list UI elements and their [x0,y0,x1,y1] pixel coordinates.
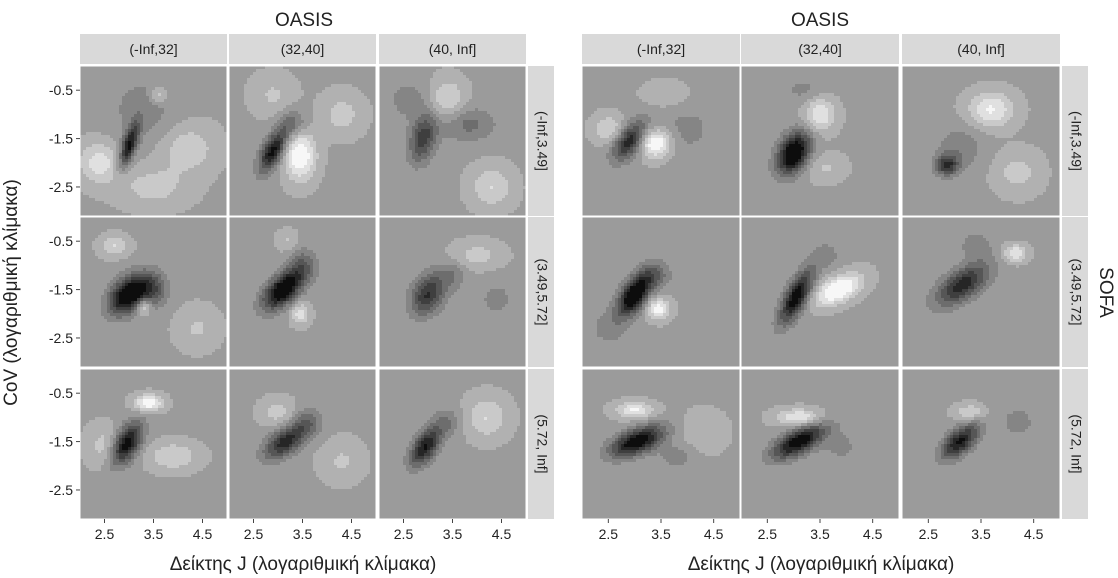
facet-panel-1-0-0 [581,65,741,217]
facet-panel-0-1-0 [79,216,228,368]
facet-panel-0-2-0 [79,368,228,520]
figure-title: OASIS [275,10,333,31]
x-tick-label: 3.5 [651,526,671,542]
facet-row-strip [528,369,554,519]
x-tick-label: 3.5 [443,526,463,542]
x-tick-label: 3.5 [144,526,164,542]
facet-row-label: (5.72, Inf] [534,414,550,473]
facet-col-label: (32,40] [798,41,842,57]
y-axis-label: CoV (λογαριθμική κλίμακα) [1,179,22,406]
x-tick-label: 2.5 [95,526,115,542]
facet-col-strip [379,34,526,64]
facet-col-strip [902,34,1060,64]
facet-col-strip [80,34,227,64]
facet-col-label: (40, Inf] [429,41,476,57]
facet-panel-1-1-2 [901,216,1061,368]
facet-col-label: (-Inf,32] [637,41,685,57]
y-tick-label: -1.5 [49,434,73,450]
x-tick-label: 4.5 [1024,526,1044,542]
x-tick-label: 3.5 [810,526,830,542]
x-tick-label: 4.5 [193,526,213,542]
facet-row-strip [528,217,554,367]
facet-row-label: (3.49,5.72] [534,259,550,326]
x-tick-label: 2.5 [244,526,264,542]
y-tick-label: -2.5 [49,482,73,498]
facet-panel-1-2-2 [901,368,1061,520]
facet-panel-0-0-0 [79,65,228,217]
facet-col-strip [229,34,376,64]
x-tick-label: 4.5 [492,526,512,542]
facet-col-label: (40, Inf] [957,41,1004,57]
facet-col-label: (32,40] [281,41,325,57]
x-tick-label: 4.5 [704,526,724,542]
facet-panel-1-1-0 [581,216,741,368]
x-tick-label: 3.5 [971,526,991,542]
row-variable-label: SOFA [1095,267,1116,318]
facet-col-strip [582,34,740,64]
facet-row-label: (5.72, Inf] [1068,414,1084,473]
figure-title: OASIS [791,10,849,31]
x-tick-label: 4.5 [342,526,362,542]
facet-row-strip [528,66,554,216]
facet-row-strip [1062,217,1088,367]
x-tick-label: 2.5 [919,526,939,542]
x-axis-label: Δείκτης J (λογαριθμική κλίμακα) [688,554,955,575]
facet-row-label: (-Inf,3.49] [1068,111,1084,171]
y-tick-label: -1.5 [49,282,73,298]
facet-panel-0-2-2 [378,368,527,520]
facet-col-label: (-Inf,32] [129,41,177,57]
facet-panel-1-0-1 [740,65,900,217]
y-tick-label: -1.5 [49,131,73,147]
y-tick-label: -0.5 [49,385,73,401]
y-tick-label: -0.5 [49,233,73,249]
x-tick-label: 2.5 [758,526,778,542]
facet-panel-1-0-2 [901,65,1061,217]
facet-panel-0-1-1 [228,216,377,368]
x-tick-label: 2.5 [394,526,414,542]
facet-row-label: (3.49,5.72] [1068,259,1084,326]
facet-panel-0-1-2 [378,216,527,368]
facet-row-strip [1062,369,1088,519]
facet-panel-0-2-1 [228,368,377,520]
y-tick-label: -2.5 [49,330,73,346]
facet-panel-1-2-1 [740,368,900,520]
facet-panel-1-2-0 [581,368,741,520]
facet-panel-0-0-1 [228,65,377,217]
x-tick-label: 2.5 [599,526,619,542]
facet-col-strip [741,34,899,64]
facet-panel-0-0-2 [378,65,527,217]
facet-row-label: (-Inf,3.49] [534,111,550,171]
y-tick-label: -0.5 [49,82,73,98]
x-tick-label: 4.5 [863,526,883,542]
facet-row-strip [1062,66,1088,216]
facet-panel-1-1-1 [740,216,900,368]
x-axis-label: Δείκτης J (λογαριθμική κλίμακα) [170,554,437,575]
y-tick-label: -2.5 [49,179,73,195]
x-tick-label: 3.5 [293,526,313,542]
